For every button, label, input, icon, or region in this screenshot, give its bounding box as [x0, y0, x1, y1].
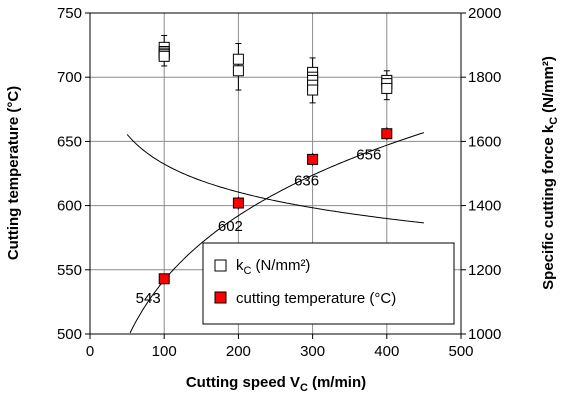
- legend-marker-kc: [214, 259, 227, 272]
- y-right-tick-label: 2000: [468, 5, 501, 22]
- y-axis-title-right: Specific cutting force kC(N/mm²): [540, 56, 560, 290]
- y-left-tick-label: 550: [57, 262, 82, 279]
- y-right-tick-label: 1600: [468, 133, 501, 150]
- legend-label-kc: kC (N/mm²): [236, 257, 310, 277]
- temperature-data-label: 656: [356, 147, 381, 164]
- kc-point: [307, 84, 319, 96]
- x-tick-label: 400: [374, 343, 399, 360]
- plot-frame: [89, 12, 462, 335]
- temperature-point: [158, 273, 170, 285]
- y-left-tick-label: 500: [57, 326, 82, 343]
- y-left-tick-label: 650: [57, 133, 82, 150]
- x-tick-label: 200: [226, 343, 251, 360]
- x-tick-label: 100: [152, 343, 177, 360]
- y-right-tick-label: 1400: [468, 198, 501, 215]
- trendlines: [126, 132, 425, 334]
- temperature-point: [307, 153, 319, 165]
- x-tick-label: 0: [86, 343, 94, 360]
- temperature-trendline: [129, 132, 425, 334]
- y-left-tick-label: 700: [57, 69, 82, 86]
- x-axis-title: Cutting speed VC (m/min): [186, 374, 366, 394]
- kc-trendline: [126, 134, 424, 224]
- legend: kC (N/mm²) cutting temperature (°C): [202, 242, 455, 325]
- temperature-data-label: 602: [218, 218, 243, 235]
- y-left-tick-label: 750: [57, 5, 82, 22]
- legend-marker-temperature: [214, 291, 227, 304]
- kc-point: [232, 53, 244, 65]
- y-left-tick-label: 600: [57, 198, 82, 215]
- y-axis-title-left: Cutting temperature (°C): [5, 86, 22, 260]
- axis-ticks: 0 100 200 300 400 500 500 550 600 650 700 750 1000 12…: [57, 5, 501, 360]
- y-right-tick-label: 1800: [468, 69, 501, 86]
- kc-point: [232, 65, 244, 77]
- temperature-data-label: 636: [294, 172, 319, 189]
- data-labels: 543 602 636 656: [136, 147, 382, 307]
- temperature-data-label: 543: [136, 290, 161, 307]
- y-right-tick-label: 1200: [468, 262, 501, 279]
- temperature-point: [381, 128, 393, 140]
- legend-box: [202, 242, 455, 325]
- x-tick-label: 300: [300, 343, 325, 360]
- data-marks: [158, 34, 393, 285]
- y-right-tick-label: 1000: [468, 326, 501, 343]
- kc-point: [158, 50, 170, 62]
- x-tick-label: 500: [448, 343, 473, 360]
- legend-label-temperature: cutting temperature (°C): [236, 290, 396, 307]
- kc-point: [381, 82, 393, 94]
- temperature-point: [232, 197, 244, 209]
